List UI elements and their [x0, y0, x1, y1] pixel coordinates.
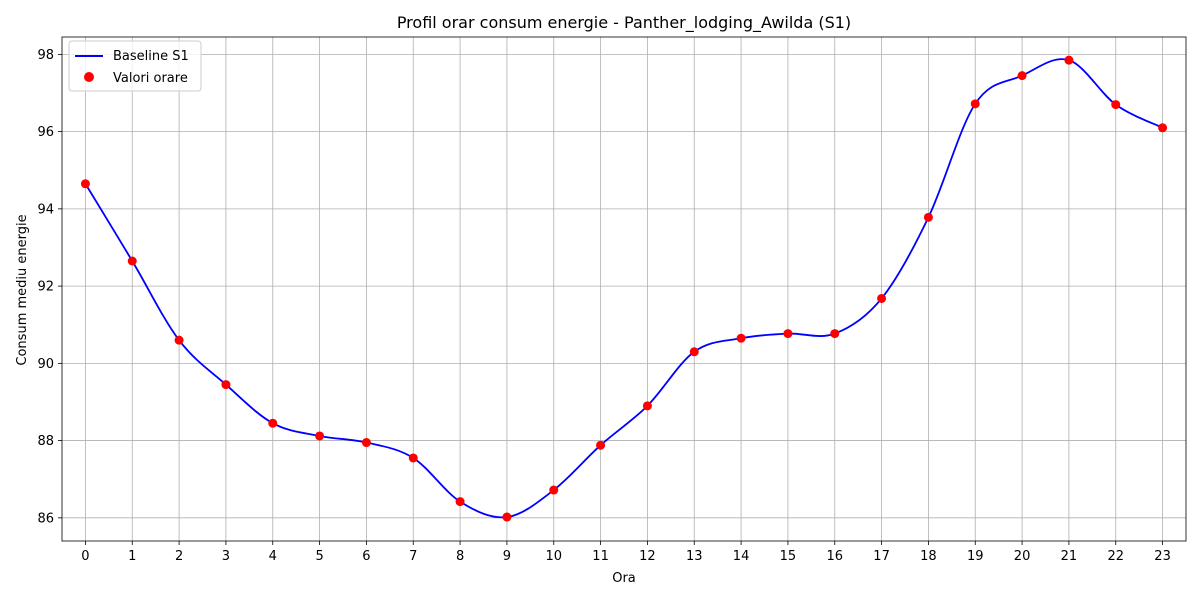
x-tick-label: 1: [128, 549, 136, 564]
x-tick-label: 15: [780, 549, 797, 564]
y-axis-label: Consum mediu energie: [15, 214, 30, 365]
x-tick-label: 14: [733, 549, 750, 564]
x-tick-label: 16: [826, 549, 843, 564]
hourly-point: [361, 438, 371, 448]
x-axis-ticks: 0 1 2 3 4 5 6 7 8 9 10 11 12 13 14 15 16 17 18 19 20 21 22 23: [81, 541, 1171, 564]
hourly-point: [923, 212, 933, 222]
x-axis-label: Ora: [612, 571, 636, 586]
baseline-series: [84, 58, 1163, 519]
hourly-point: [1064, 55, 1074, 65]
x-tick-label: 5: [315, 549, 323, 564]
legend-label-baseline: Baseline S1: [113, 49, 189, 64]
hourly-point: [174, 335, 184, 345]
legend-box: [68, 40, 202, 92]
y-tick-label: 96: [37, 125, 54, 140]
x-tick-label: 8: [456, 549, 464, 564]
chart-title: Profil orar consum energie - Panther_lod…: [397, 13, 851, 33]
hourly-point: [80, 179, 90, 189]
y-tick-label: 88: [37, 434, 54, 449]
y-tick-label: 92: [37, 280, 54, 295]
x-tick-label: 23: [1154, 549, 1171, 564]
hourly-point: [1111, 100, 1121, 110]
hourly-point: [877, 293, 887, 303]
y-tick-label: 98: [37, 48, 54, 63]
x-tick-label: 11: [592, 549, 609, 564]
hourly-point: [642, 401, 652, 411]
x-tick-label: 0: [81, 549, 89, 564]
hourly-points: [80, 55, 1168, 522]
hourly-point: [315, 431, 325, 441]
hourly-point: [970, 99, 980, 109]
axes-frame: [61, 36, 1187, 542]
hourly-point: [221, 380, 231, 390]
x-tick-label: 6: [362, 549, 370, 564]
x-tick-label: 9: [503, 549, 511, 564]
hourly-point: [596, 440, 606, 450]
x-tick-label: 4: [269, 549, 277, 564]
x-tick-label: 18: [920, 549, 937, 564]
x-tick-label: 17: [873, 549, 890, 564]
x-tick-label: 10: [545, 549, 562, 564]
x-tick-label: 13: [686, 549, 703, 564]
hourly-point: [455, 497, 465, 507]
legend: Baseline S1 Valori orare: [68, 40, 202, 92]
hourly-point: [408, 453, 418, 463]
x-tick-label: 21: [1061, 549, 1078, 564]
x-tick-label: 3: [222, 549, 230, 564]
hourly-point: [736, 333, 746, 343]
legend-label-points: Valori orare: [113, 71, 188, 86]
hourly-point: [127, 256, 137, 266]
y-tick-label: 94: [37, 202, 54, 217]
x-tick-label: 12: [639, 549, 656, 564]
y-tick-label: 90: [37, 357, 54, 372]
hourly-point: [1017, 71, 1027, 81]
hourly-point: [830, 329, 840, 339]
x-tick-label: 7: [409, 549, 417, 564]
x-tick-label: 19: [967, 549, 984, 564]
hourly-point: [783, 329, 793, 339]
y-tick-label: 86: [37, 511, 54, 526]
grid: [62, 37, 1186, 541]
hourly-point: [549, 485, 559, 495]
hourly-point: [1158, 123, 1168, 133]
legend-marker-swatch: [84, 72, 94, 82]
x-tick-label: 2: [175, 549, 183, 564]
x-tick-label: 22: [1107, 549, 1124, 564]
hourly-point: [689, 347, 699, 357]
plot-frame: [61, 36, 1187, 542]
hourly-point: [268, 418, 278, 428]
x-tick-label: 20: [1014, 549, 1031, 564]
hourly-point: [502, 512, 512, 522]
y-axis-ticks: 86 88 90 92 94 96 98: [37, 48, 62, 526]
baseline-line: [84, 58, 1163, 519]
